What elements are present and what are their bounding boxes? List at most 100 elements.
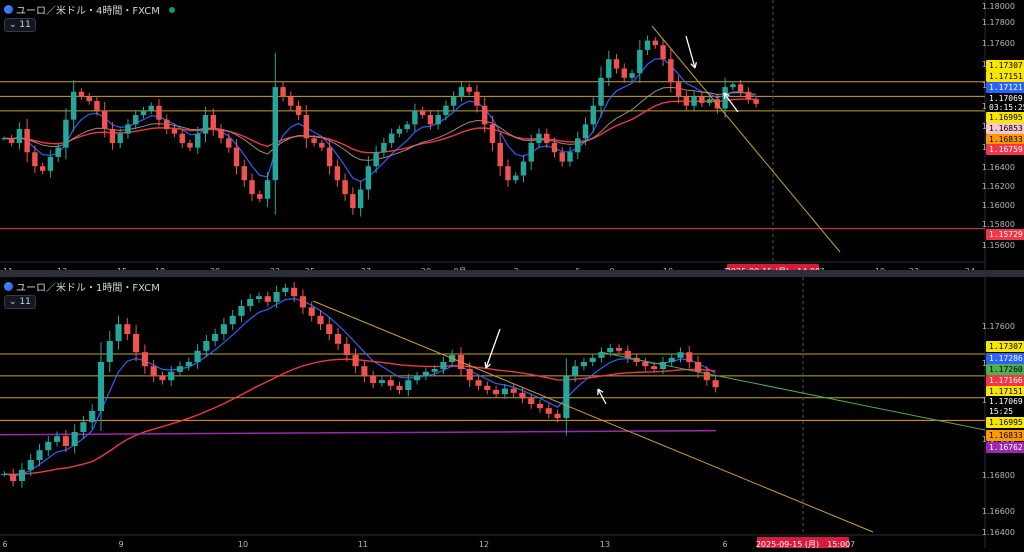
indicator-toggle-1h[interactable]: ⌄ 11 (4, 295, 36, 309)
symbol-title-1h[interactable]: ユーロ／米ドル・1時間・FXCM (16, 279, 160, 294)
candle-body (247, 299, 253, 306)
candle-body (273, 87, 278, 180)
candle-body (256, 296, 262, 299)
candle-body (172, 129, 177, 134)
price-tag: 1.16759 (986, 144, 1024, 155)
candle-body (311, 138, 316, 143)
candle-body (304, 115, 309, 138)
candle-body (317, 316, 323, 324)
symbol-title-4h[interactable]: ユーロ／米ドル・4時間・FXCM (16, 2, 160, 17)
time-tick-label: 11 (358, 540, 368, 548)
candle-body (505, 166, 510, 180)
candle-body (637, 50, 642, 73)
candle-body (389, 134, 394, 143)
candle-body (335, 334, 341, 344)
annotation-arrow (486, 329, 500, 368)
candle-body (686, 352, 692, 362)
crosshair-time-label: 2025-09-15 (月) 15:00 (756, 540, 850, 548)
candle-body (660, 45, 665, 59)
price-tag: 1.17307 (986, 341, 1024, 352)
candle-body (125, 124, 130, 133)
candle-body (353, 355, 359, 366)
candle-body (326, 324, 332, 334)
trend-line (600, 352, 985, 430)
candle-body (614, 59, 619, 68)
candle-body (195, 134, 200, 148)
candle-body (598, 78, 603, 106)
time-tick-label: 6 (2, 540, 7, 548)
chart-canvas-1h[interactable]: 1.176001.174001.172001.170001.168001.166… (0, 277, 1024, 548)
price-tag: 1.16833 (986, 430, 1024, 441)
candle-body (218, 129, 223, 138)
candle-body (257, 194, 262, 199)
candle-body (151, 366, 157, 376)
candle-body (274, 292, 280, 302)
candle-body (560, 152, 565, 161)
price-tag: 1.17166 (986, 375, 1024, 386)
candle-body (414, 376, 420, 380)
candle-body (651, 366, 657, 369)
annotation-arrowhead (695, 62, 696, 68)
candle-body (528, 398, 534, 404)
candle-body (309, 307, 315, 315)
candle-body (168, 372, 174, 380)
time-tick-label: 12 (479, 540, 489, 548)
candle-body (738, 84, 743, 91)
candle-body (616, 348, 622, 351)
price-tick-label: 1.17600 (982, 39, 1015, 48)
candle-body (490, 124, 495, 143)
candle-body (187, 143, 192, 148)
candle-body (32, 152, 37, 166)
price-tag: 1.16995 (986, 112, 1024, 123)
chart-canvas-4h[interactable]: 1.180001.178001.176001.174001.172001.170… (0, 0, 1024, 270)
candle-body (695, 362, 701, 372)
candle-body (10, 474, 16, 481)
candle-body (159, 376, 165, 380)
candle-body (226, 138, 231, 147)
candle-body (493, 390, 499, 394)
candle-body (80, 422, 86, 432)
symbol-header-4h[interactable]: ユーロ／米ドル・4時間・FXCM (4, 2, 175, 17)
price-tick-label: 1.16400 (982, 163, 1015, 172)
candle-body (607, 348, 613, 352)
indicator-toggle-4h[interactable]: ⌄ 11 (4, 18, 36, 32)
symbol-header-1h[interactable]: ユーロ／米ドル・1時間・FXCM (4, 279, 160, 294)
price-tag: 1.16995 (986, 417, 1024, 428)
candle-body (713, 380, 719, 387)
ma-red-line (4, 359, 715, 474)
candle-body (404, 124, 409, 129)
chart-pane-4h[interactable]: 1.180001.178001.176001.174001.172001.170… (0, 0, 1024, 270)
candle-body (482, 106, 487, 125)
candle-body (234, 148, 239, 167)
pane-divider[interactable] (0, 270, 1024, 277)
price-tag: 1.16853 (986, 123, 1024, 134)
candle-body (519, 393, 525, 399)
candle-body (141, 110, 146, 115)
price-tick-label: 1.16400 (982, 528, 1015, 537)
candle-body (177, 366, 183, 372)
price-tick-label: 1.17600 (982, 322, 1015, 331)
candle-body (203, 115, 208, 134)
candle-body (677, 352, 683, 358)
time-tick-label: 10 (238, 540, 248, 548)
candle-body (149, 106, 154, 111)
candle-body (319, 143, 324, 148)
candle-body (142, 352, 148, 366)
price-tag: 1.17260 (986, 364, 1024, 375)
chart-pane-1h[interactable]: 1.176001.174001.172001.170001.168001.166… (0, 277, 1024, 548)
candle-body (164, 120, 169, 129)
candle-body (529, 143, 534, 162)
candle-body (412, 110, 417, 124)
candle-body (405, 380, 411, 390)
candle-body (428, 115, 433, 124)
candle-body (642, 362, 648, 366)
candle-body (513, 176, 518, 181)
candle-body (521, 162, 526, 176)
price-tick-label: 1.16200 (982, 182, 1015, 191)
candle-body (40, 166, 45, 171)
candle-body (89, 411, 95, 422)
candle-body (291, 288, 297, 296)
candle-body (350, 194, 355, 208)
candle-body (381, 143, 386, 152)
price-tag: 1.17307 (986, 60, 1024, 71)
